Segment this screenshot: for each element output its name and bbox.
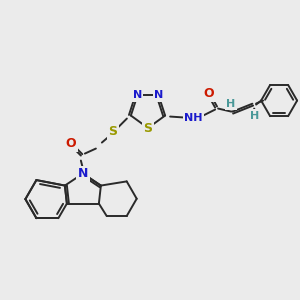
- Text: O: O: [204, 87, 214, 100]
- Text: O: O: [66, 137, 76, 150]
- Text: N: N: [154, 90, 163, 100]
- Text: N: N: [133, 90, 142, 100]
- Text: S: S: [143, 122, 152, 134]
- Text: N: N: [133, 90, 142, 100]
- Text: H: H: [250, 111, 260, 121]
- Text: N: N: [78, 167, 88, 180]
- Text: S: S: [108, 125, 117, 138]
- Text: N: N: [78, 167, 88, 180]
- Text: H: H: [226, 99, 236, 109]
- Text: O: O: [66, 137, 76, 150]
- Text: NH: NH: [184, 112, 203, 123]
- Text: N: N: [154, 90, 163, 100]
- Text: O: O: [204, 87, 214, 100]
- Text: S: S: [108, 125, 117, 138]
- Text: S: S: [143, 122, 152, 134]
- Text: NH: NH: [184, 112, 203, 123]
- Text: H: H: [226, 99, 236, 109]
- Text: H: H: [250, 111, 260, 121]
